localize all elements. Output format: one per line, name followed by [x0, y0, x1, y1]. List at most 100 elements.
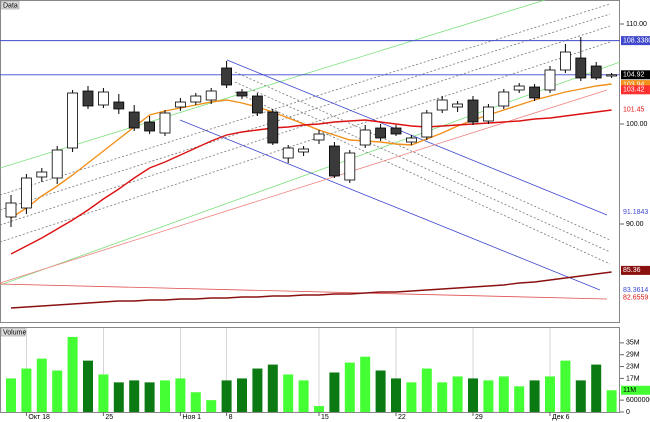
candle-body [498, 91, 510, 107]
volume-bar [391, 378, 401, 412]
candle-body [159, 112, 171, 134]
y-tick-label: 100.00 [626, 121, 648, 128]
candle-body [390, 127, 402, 135]
volume-bar [514, 386, 525, 412]
candle-body [421, 112, 433, 138]
trendline [0, 41, 611, 243]
price-label: 85.36 [623, 267, 641, 274]
volume-bar [190, 392, 201, 412]
candle-body [590, 65, 602, 79]
candle-body [560, 51, 571, 71]
candle-body [190, 95, 202, 103]
price-label-box [621, 285, 650, 295]
candle-body [544, 69, 556, 91]
volume-last-box [621, 385, 650, 395]
price-label-box [621, 36, 650, 46]
volume-bar [329, 372, 340, 412]
price-panel [0, 0, 620, 323]
x-tick-label: 8 [229, 414, 233, 421]
price-label: 103.94 [623, 81, 645, 88]
price-label-box [621, 292, 650, 302]
trendline [0, 0, 546, 169]
trendline [234, 71, 611, 241]
volume-bar [21, 368, 32, 412]
candle-body [529, 86, 540, 99]
candle-body [282, 147, 294, 159]
x-tick-label: Ноя 1 [182, 414, 201, 421]
candle-body [5, 202, 17, 218]
candle-body [221, 67, 233, 86]
price-label: 108.3380 [623, 37, 650, 44]
volume-bar [98, 374, 109, 412]
candle-body [313, 133, 325, 141]
volume-tick-label: 0 [626, 409, 630, 416]
candle-body [205, 90, 217, 101]
volume-tick-label: 17M [626, 375, 640, 382]
title-box [0, 0, 20, 10]
volume-last-label: 11M [623, 387, 636, 394]
price-label: 103.42 [623, 87, 645, 94]
volume-bar [545, 376, 555, 412]
volume-bar [267, 364, 278, 412]
volume-bar [314, 406, 324, 412]
volume-bar [591, 364, 602, 412]
volume-bar [83, 360, 93, 412]
price-label: 91.1843 [623, 209, 648, 216]
moving-average [10, 271, 612, 309]
volume-bar [483, 380, 494, 412]
volume-bar [6, 378, 16, 412]
price-label-box [621, 207, 650, 217]
volume-bar [113, 382, 124, 412]
volume-title-box [0, 327, 26, 337]
candle-body [36, 171, 48, 178]
candle-body [267, 111, 279, 144]
candle-body [359, 129, 371, 146]
candle-body [513, 85, 525, 91]
x-tick-label: 22 [398, 414, 406, 421]
moving-average [10, 109, 612, 255]
x-tick-label: 25 [105, 414, 113, 421]
volume-bar [237, 378, 247, 412]
candle-body [98, 91, 109, 106]
candle-body [482, 106, 494, 122]
volume-bar [375, 370, 386, 412]
volume-bar [67, 336, 78, 412]
price-label-box [621, 70, 650, 80]
volume-bar [129, 380, 140, 412]
price-label-box [621, 265, 650, 275]
volume-bar [160, 380, 170, 412]
volume-bar [529, 380, 540, 412]
volume-bar [606, 390, 617, 412]
volume-tick-label: 23M [626, 363, 640, 370]
candle-body [467, 99, 479, 123]
candle-body [113, 101, 125, 110]
candle-body [51, 149, 63, 179]
volume-tick-label: 29M [626, 352, 640, 359]
x-tick-label: Окт 18 [28, 414, 50, 421]
volume-bar [575, 380, 586, 412]
volume-bar [452, 376, 463, 412]
volume-bar [560, 360, 571, 412]
x-tick-label: Дек 6 [552, 414, 570, 421]
volume-bar [437, 382, 448, 412]
volume-bar [36, 358, 47, 412]
price-label-box [621, 85, 650, 95]
volume-bar [406, 382, 417, 412]
volume-bar [498, 376, 509, 412]
trendline [0, 13, 611, 211]
moving-average [10, 83, 612, 219]
volume-bar [283, 374, 294, 412]
candle-body [405, 137, 417, 143]
y-tick-label: 110.00 [626, 21, 647, 28]
price-label-box [621, 80, 650, 90]
candle-body [436, 99, 448, 111]
trendline [179, 119, 601, 291]
candle-body [174, 101, 186, 108]
volume-bar [144, 382, 155, 412]
candle-body [144, 121, 156, 132]
price-label: 104.92 [623, 72, 645, 79]
candle-body [236, 91, 248, 97]
price-label: 101.45 [623, 106, 645, 113]
